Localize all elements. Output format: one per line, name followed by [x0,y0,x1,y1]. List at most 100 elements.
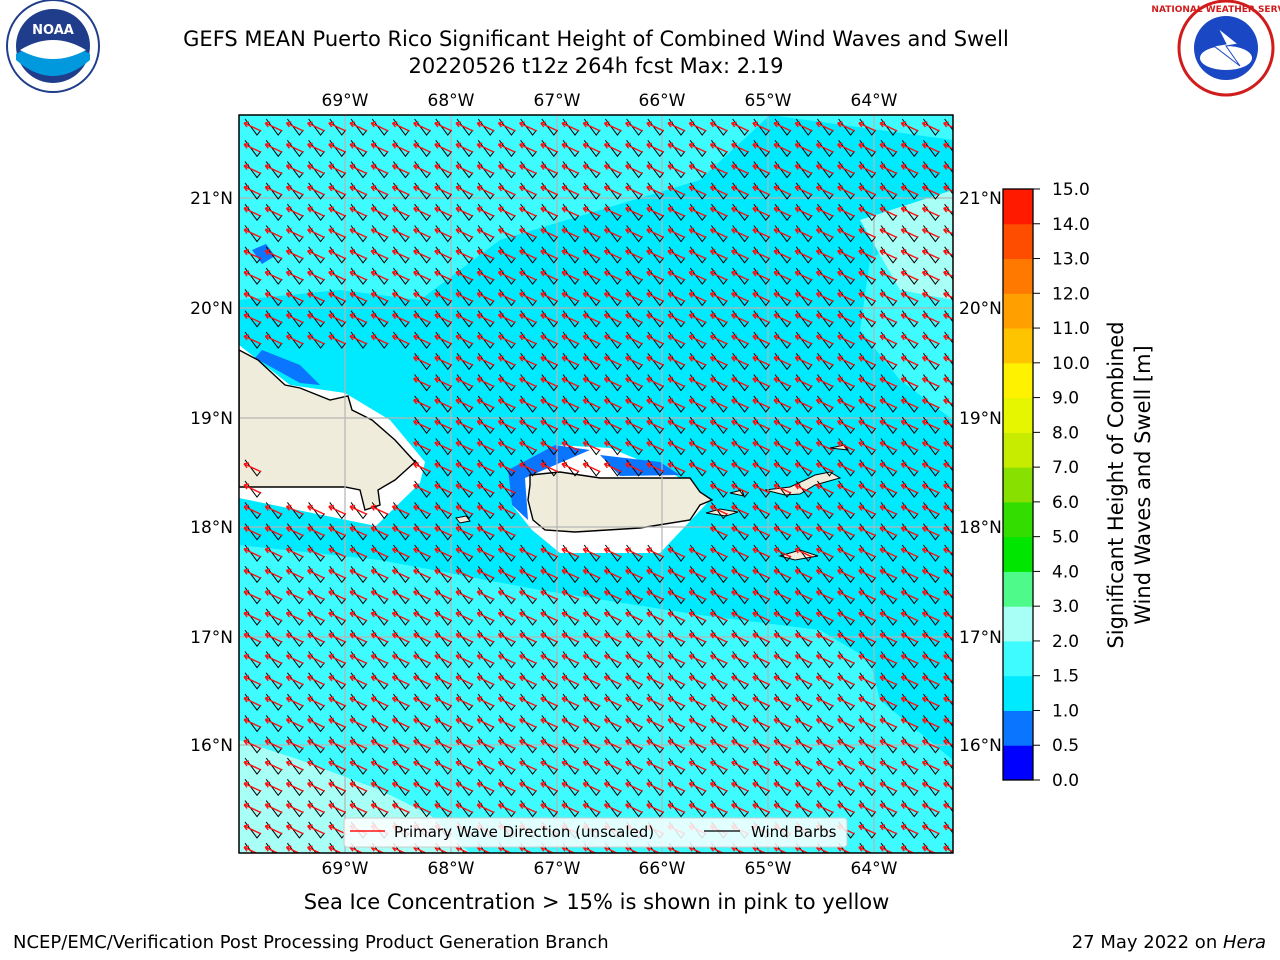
wave-direction-arrow [837,504,855,516]
wind-barb [838,246,855,264]
wave-direction-arrow [625,270,643,281]
wave-direction-arrow [434,270,453,281]
wave-direction-arrow [561,632,580,643]
wind-barb [711,779,728,797]
wave-direction-arrow [837,462,855,473]
wave-direction-arrow [815,419,834,430]
wave-direction-arrow [434,589,453,601]
wind-barb [414,544,431,562]
wind-barb [880,779,898,797]
wind-barb [901,416,919,435]
wind-barb [371,608,389,626]
wave-direction-arrow [943,675,953,682]
wind-barb [795,118,813,136]
wave-direction-arrow [264,824,283,835]
wind-barb [689,438,707,456]
wave-direction-arrow [625,589,643,601]
wind-barb [308,331,325,349]
wind-barb [329,800,347,818]
wave-direction-arrow [709,760,728,771]
wind-barb [562,310,580,328]
wind-barb [753,161,771,179]
wave-direction-arrow [731,185,749,196]
wind-barb [350,800,368,818]
wave-direction-arrow [243,291,262,303]
wind-barb [562,608,580,626]
wave-direction-arrow [519,675,537,686]
wave-direction-arrow [434,440,453,452]
wind-barb [541,203,559,222]
wave-direction-arrow [497,717,516,729]
wind-barb [689,182,707,200]
wave-direction-arrow [731,334,749,345]
wave-direction-arrow [646,739,665,750]
wind-barb [477,246,495,264]
wind-barb [414,353,431,371]
wave-direction-arrow [646,291,665,303]
wind-barb [732,672,749,690]
wave-direction-arrow [837,376,855,388]
wind-barb [626,310,643,328]
wind-barb [817,672,834,690]
wave-direction-arrow [837,291,855,303]
wind-barb [880,374,898,392]
wind-barb [944,246,953,259]
wave-direction-arrow [752,291,771,303]
wave-direction-arrow [497,355,516,366]
wind-barb [562,693,580,711]
wind-barb [880,395,898,413]
wave-direction-arrow [900,802,919,814]
wind-barb [795,566,813,584]
wave-direction-arrow [307,824,325,835]
wind-barb [944,800,953,813]
wave-direction-arrow [752,142,771,153]
wind-barb [774,608,792,626]
wave-direction-arrow [582,334,601,345]
colorbar-band [1003,571,1033,607]
wave-direction-arrow [497,653,516,665]
wave-direction-arrow [285,504,304,516]
wave-direction-arrow [943,334,953,342]
wind-barb [244,587,262,605]
wind-barb [923,672,940,690]
wind-barb [626,246,643,264]
wave-direction-arrow [540,121,559,132]
wind-barb [859,353,877,371]
wind-barb [626,267,643,285]
wave-direction-arrow [561,547,580,558]
wave-direction-arrow [879,526,898,537]
wind-barb [393,140,410,158]
wind-barb [795,225,813,243]
wave-direction-arrow [773,739,792,750]
wind-barb [520,544,537,562]
wind-barb [753,480,771,498]
colorbar-tick-label: 0.0 [1052,771,1079,791]
wind-barb [583,693,601,711]
wave-direction-arrow [943,121,953,129]
chart-subtitle: 20220526 t12z 264h fcst Max: 2.19 [408,54,784,78]
wind-barb [753,395,771,413]
wave-direction-arrow [264,249,283,260]
wave-direction-arrow [943,717,953,725]
wind-barb [732,310,749,328]
wind-barb [626,182,643,200]
wind-barb [795,331,813,349]
wave-direction-arrow [519,227,537,239]
map-legend: Primary Wave Direction (unscaled) Wind B… [343,817,848,848]
wind-barb [668,161,686,179]
wave-direction-arrow [943,355,953,363]
wind-barb [817,161,834,179]
wave-direction-arrow [858,824,877,835]
wave-direction-arrow [879,334,898,345]
wind-barb [838,693,855,711]
wave-direction-arrow [370,270,389,281]
wave-direction-arrow [773,760,792,771]
wind-barb [477,736,495,754]
wave-direction-arrow [667,163,686,175]
wind-barb [477,203,495,222]
wind-barb [244,693,262,711]
wave-direction-arrow [858,781,877,792]
wave-direction-arrow [900,696,919,707]
wind-barb [774,480,792,498]
wind-barb [520,203,537,222]
